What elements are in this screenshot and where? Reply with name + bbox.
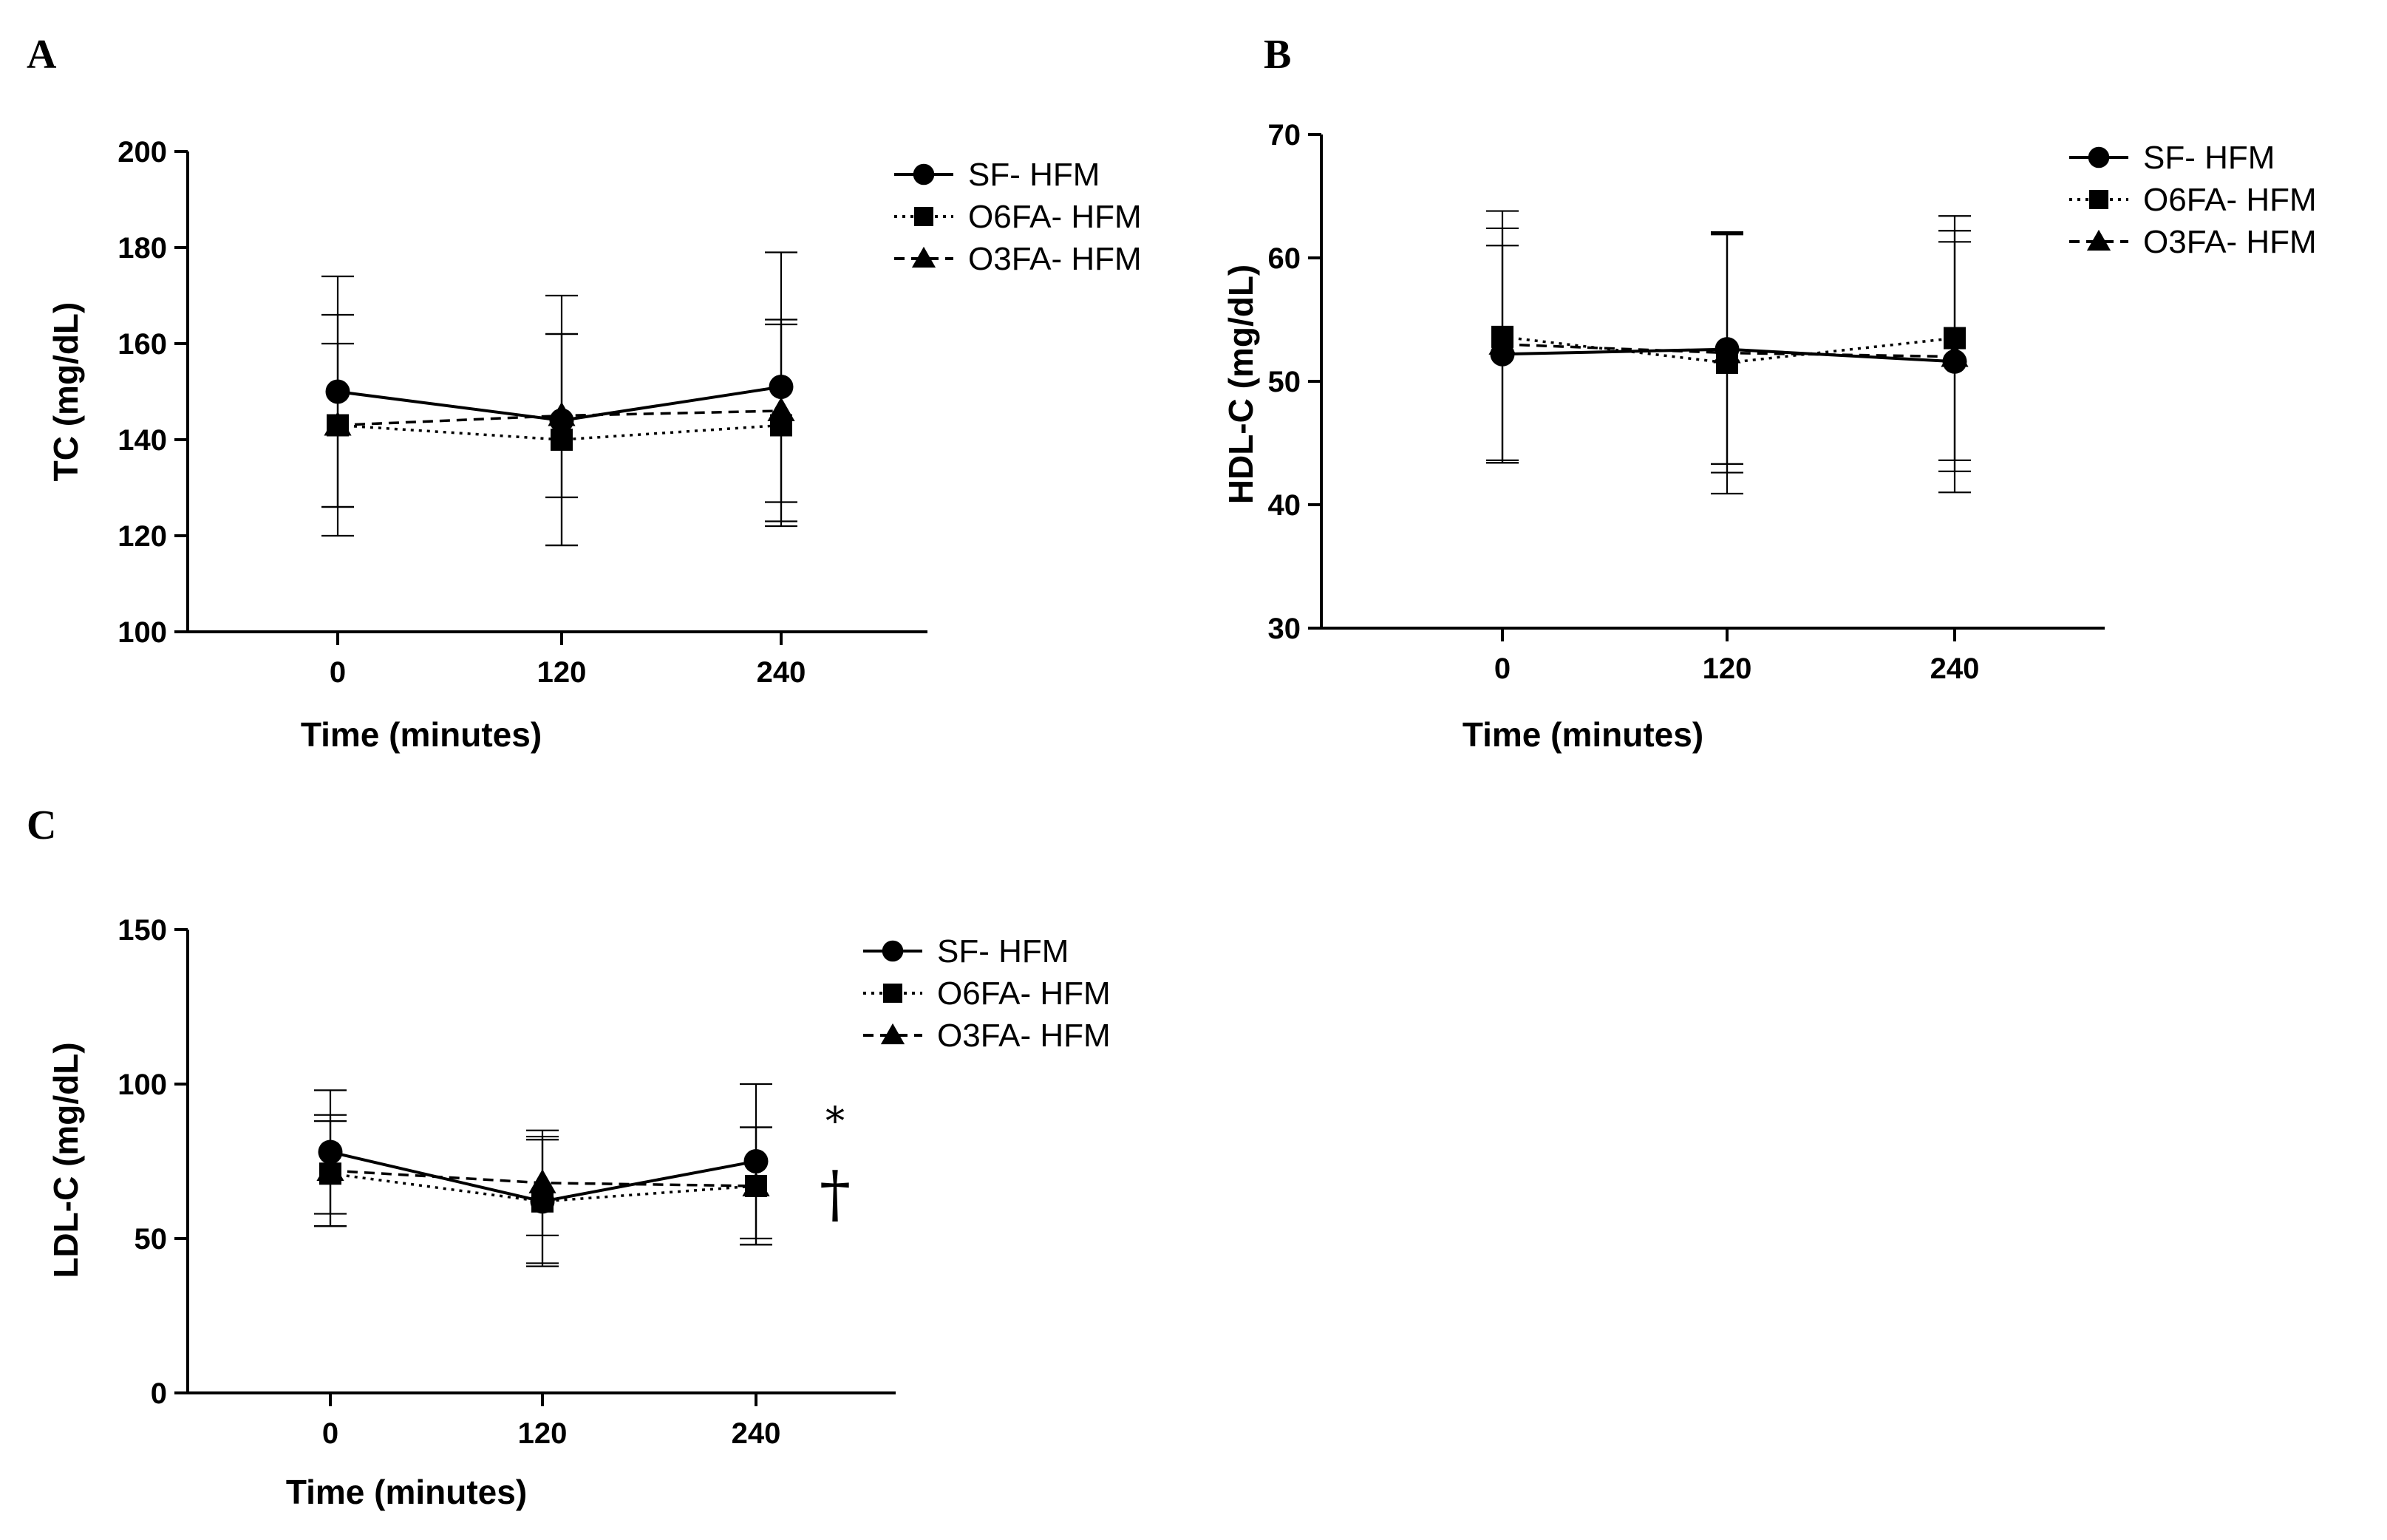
x-tick-label: 120 [537, 656, 587, 689]
x-tick-label: 240 [1930, 653, 1980, 685]
data-point-triangle [316, 1156, 344, 1181]
legend-marker-circle [882, 940, 904, 962]
panel-letter-b: B [1264, 32, 1291, 78]
legend-label: SF- HFM [2143, 140, 2275, 176]
y-tick-label: 100 [118, 616, 167, 649]
panel-c-annotation-asterisk: * [825, 1100, 845, 1144]
y-tick-label: 120 [118, 520, 167, 553]
legend-label: O3FA- HFM [968, 241, 1142, 277]
x-tick-label: 240 [732, 1417, 781, 1450]
legend-marker-square [883, 984, 902, 1003]
legend-label: SF- HFM [968, 157, 1100, 193]
y-tick-label: 70 [1268, 119, 1301, 151]
legend-entry: O6FA- HFM [2069, 182, 2317, 218]
legend-label: O3FA- HFM [937, 1018, 1111, 1054]
series-line [1502, 335, 1955, 364]
data-point-triangle [767, 397, 795, 421]
legend-entry: O3FA- HFM [2069, 224, 2317, 260]
legend-label: O6FA- HFM [937, 975, 1111, 1012]
panel-a-y-axis-title: TC (mg/dL) [47, 302, 85, 482]
y-tick-label: 60 [1268, 242, 1301, 275]
legend-entry: SF- HFM [863, 933, 1069, 970]
y-tick-label: 180 [118, 232, 167, 265]
y-tick-label: 150 [118, 914, 167, 947]
data-point-triangle [1488, 330, 1516, 355]
panel-b-x-axis-title: Time (minutes) [1462, 715, 1703, 754]
series-square [321, 313, 797, 547]
panel-a-legend: SF- HFM O6FA- HFM O3FA- HFM [894, 157, 1142, 277]
series-triangle [1486, 227, 1971, 474]
y-tick-label: 30 [1268, 613, 1301, 645]
legend-entry: SF- HFM [2069, 140, 2275, 176]
y-tick-label: 40 [1268, 489, 1301, 522]
data-point-triangle [548, 401, 576, 426]
legend-label: SF- HFM [937, 933, 1069, 970]
legend-entry: O6FA- HFM [894, 199, 1142, 235]
panel-c-legend: SF- HFM O6FA- HFM O3FA- HFM [863, 933, 1111, 1054]
panel-b-plot: 30 40 50 60 70 0 120 240 [1268, 119, 2105, 685]
data-point-triangle [1941, 343, 1969, 367]
x-tick-label: 0 [322, 1417, 338, 1450]
data-point-triangle [742, 1172, 770, 1196]
legend-marker-circle [913, 163, 935, 185]
legend-entry: SF- HFM [894, 157, 1100, 193]
panel-letter-a: A [27, 32, 57, 78]
panel-a-plot: 100 120 140 160 180 200 0 120 240 [118, 136, 927, 689]
series-line [337, 423, 782, 441]
legend-marker-square [2089, 190, 2108, 209]
panel-letter-c: C [27, 803, 56, 848]
y-tick-label: 200 [118, 136, 167, 168]
legend-marker-circle [2088, 146, 2110, 168]
panel-c-annotation-dagger: † [820, 1158, 851, 1230]
legend-label: O3FA- HFM [2143, 224, 2317, 260]
panel-b-y-axis-title: HDL-C (mg/dL) [1222, 265, 1260, 504]
y-tick-label: 0 [151, 1377, 167, 1410]
x-tick-label: 0 [1494, 653, 1511, 685]
legend-entry: O6FA- HFM [863, 975, 1111, 1012]
y-tick-label: 50 [1268, 366, 1301, 398]
y-tick-label: 140 [118, 424, 167, 457]
panel-a-x-axis-title: Time (minutes) [301, 715, 542, 754]
legend-marker-triangle [911, 246, 936, 268]
y-tick-label: 160 [118, 328, 167, 361]
panel-b-legend: SF- HFM O6FA- HFM O3FA- HFM [2069, 140, 2317, 260]
data-point-triangle [324, 411, 352, 436]
legend-entry: O3FA- HFM [894, 241, 1142, 277]
panel-c: C Time (minutes) LDL-C (mg/dL) 0 50 100 150… [27, 803, 1111, 1511]
y-tick-label: 50 [134, 1223, 168, 1255]
panel-c-y-axis-title: LDL-C (mg/dL) [47, 1042, 85, 1278]
data-point-triangle [528, 1169, 556, 1193]
legend-marker-triangle [2086, 229, 2111, 251]
panel-c-plot: 0 50 100 150 0 120 240 [118, 914, 896, 1450]
series-triangle [321, 318, 797, 508]
legend-marker-square [914, 207, 933, 226]
x-tick-label: 0 [330, 656, 346, 689]
legend-entry: O3FA- HFM [863, 1018, 1111, 1054]
x-tick-label: 240 [757, 656, 806, 689]
panel-c-x-axis-title: Time (minutes) [286, 1473, 527, 1511]
legend-label: O6FA- HFM [2143, 182, 2317, 218]
legend-marker-triangle [880, 1023, 905, 1045]
series-triangle [314, 1114, 772, 1246]
y-tick-label: 100 [118, 1069, 167, 1101]
x-tick-label: 120 [1703, 653, 1752, 685]
panel-b: B Time (minutes) HDL-C (mg/dL) 30 40 50 60 7… [1222, 32, 2317, 754]
panel-a: A Time (minutes) TC (mg/dL) 100 120 140 160… [27, 32, 1142, 754]
series-circle [321, 251, 797, 547]
data-point-triangle [1713, 338, 1741, 364]
x-tick-label: 120 [518, 1417, 568, 1450]
legend-label: O6FA- HFM [968, 199, 1142, 235]
